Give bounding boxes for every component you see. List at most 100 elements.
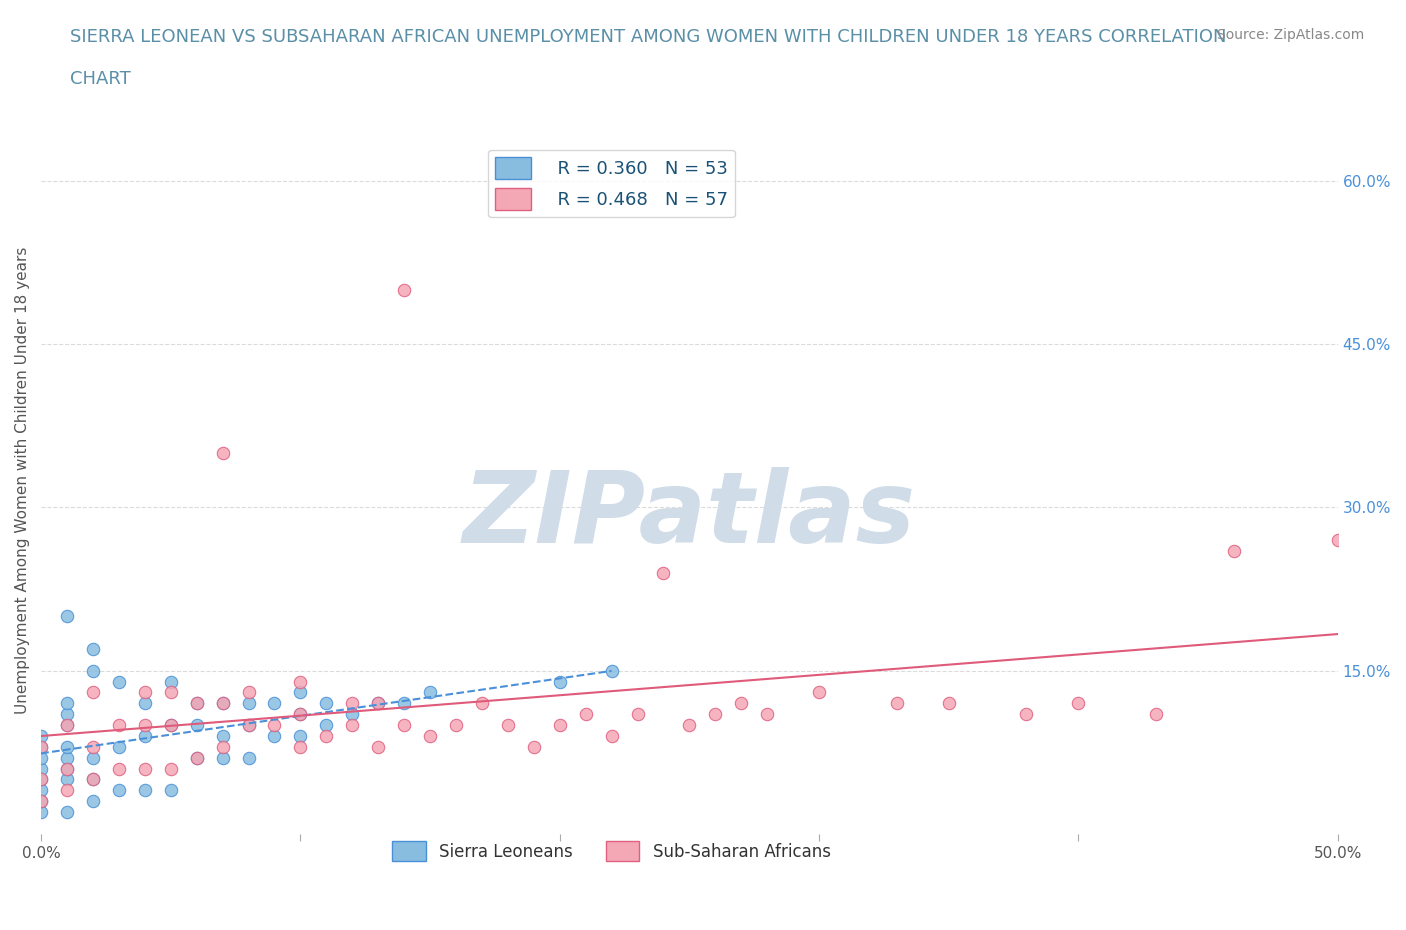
Point bbox=[56, 783, 79, 798]
Point bbox=[263, 696, 285, 711]
Point bbox=[159, 685, 181, 700]
Point bbox=[367, 696, 389, 711]
Point bbox=[211, 445, 233, 460]
Point bbox=[315, 728, 337, 743]
Point bbox=[523, 739, 546, 754]
Point bbox=[626, 707, 648, 722]
Point bbox=[186, 696, 208, 711]
Point bbox=[548, 718, 571, 733]
Point bbox=[315, 718, 337, 733]
Point bbox=[211, 739, 233, 754]
Point bbox=[238, 751, 260, 765]
Point bbox=[367, 696, 389, 711]
Point bbox=[211, 751, 233, 765]
Point bbox=[134, 718, 156, 733]
Point bbox=[56, 761, 79, 776]
Point bbox=[392, 696, 415, 711]
Point bbox=[159, 783, 181, 798]
Point bbox=[315, 696, 337, 711]
Point bbox=[444, 718, 467, 733]
Point bbox=[600, 663, 623, 678]
Point bbox=[159, 674, 181, 689]
Point bbox=[496, 718, 519, 733]
Point bbox=[211, 728, 233, 743]
Point bbox=[30, 772, 52, 787]
Point bbox=[419, 728, 441, 743]
Point bbox=[652, 565, 675, 580]
Point bbox=[108, 783, 131, 798]
Point bbox=[704, 707, 727, 722]
Point bbox=[938, 696, 960, 711]
Text: ZIPatlas: ZIPatlas bbox=[463, 467, 915, 565]
Point bbox=[238, 685, 260, 700]
Text: Source: ZipAtlas.com: Source: ZipAtlas.com bbox=[1216, 28, 1364, 42]
Point bbox=[56, 772, 79, 787]
Point bbox=[134, 728, 156, 743]
Point bbox=[82, 772, 104, 787]
Point bbox=[1067, 696, 1090, 711]
Point bbox=[30, 739, 52, 754]
Point bbox=[290, 707, 312, 722]
Point bbox=[1326, 533, 1348, 548]
Point bbox=[82, 642, 104, 657]
Point bbox=[56, 707, 79, 722]
Point bbox=[367, 739, 389, 754]
Point bbox=[134, 696, 156, 711]
Point bbox=[56, 751, 79, 765]
Point bbox=[548, 674, 571, 689]
Point bbox=[730, 696, 752, 711]
Point bbox=[30, 794, 52, 809]
Point bbox=[82, 794, 104, 809]
Point bbox=[886, 696, 908, 711]
Point bbox=[30, 728, 52, 743]
Point bbox=[342, 718, 364, 733]
Point bbox=[56, 761, 79, 776]
Point bbox=[159, 718, 181, 733]
Point bbox=[30, 751, 52, 765]
Point bbox=[134, 761, 156, 776]
Point bbox=[159, 718, 181, 733]
Point bbox=[108, 761, 131, 776]
Point bbox=[30, 772, 52, 787]
Point bbox=[678, 718, 700, 733]
Point bbox=[290, 707, 312, 722]
Point bbox=[1223, 543, 1246, 558]
Point bbox=[392, 283, 415, 298]
Text: SIERRA LEONEAN VS SUBSAHARAN AFRICAN UNEMPLOYMENT AMONG WOMEN WITH CHILDREN UNDE: SIERRA LEONEAN VS SUBSAHARAN AFRICAN UNE… bbox=[70, 28, 1227, 46]
Point bbox=[575, 707, 598, 722]
Point bbox=[56, 696, 79, 711]
Point bbox=[56, 718, 79, 733]
Point bbox=[56, 739, 79, 754]
Point bbox=[186, 751, 208, 765]
Point bbox=[1015, 707, 1038, 722]
Point bbox=[342, 696, 364, 711]
Point bbox=[82, 751, 104, 765]
Legend: Sierra Leoneans, Sub-Saharan Africans: Sierra Leoneans, Sub-Saharan Africans bbox=[385, 834, 838, 868]
Point bbox=[1144, 707, 1167, 722]
Point bbox=[756, 707, 779, 722]
Point bbox=[82, 685, 104, 700]
Point bbox=[263, 728, 285, 743]
Point bbox=[290, 685, 312, 700]
Point bbox=[808, 685, 831, 700]
Point bbox=[263, 718, 285, 733]
Point bbox=[238, 718, 260, 733]
Point bbox=[30, 739, 52, 754]
Point bbox=[108, 739, 131, 754]
Point bbox=[30, 804, 52, 819]
Point bbox=[30, 761, 52, 776]
Point bbox=[108, 674, 131, 689]
Point bbox=[342, 707, 364, 722]
Point bbox=[159, 761, 181, 776]
Point bbox=[290, 739, 312, 754]
Point bbox=[134, 783, 156, 798]
Point bbox=[82, 663, 104, 678]
Point bbox=[211, 696, 233, 711]
Point bbox=[30, 783, 52, 798]
Point bbox=[211, 696, 233, 711]
Point bbox=[290, 674, 312, 689]
Point bbox=[30, 794, 52, 809]
Point bbox=[186, 751, 208, 765]
Text: CHART: CHART bbox=[70, 70, 131, 87]
Point bbox=[186, 696, 208, 711]
